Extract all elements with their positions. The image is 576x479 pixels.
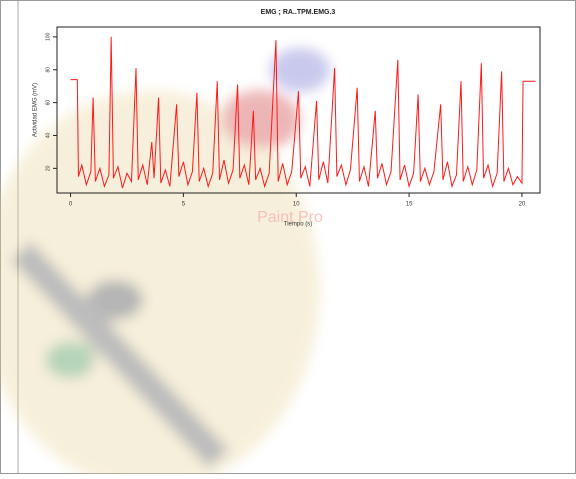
y-tick-label: 80: [45, 67, 51, 73]
y-tick-label: 20: [45, 165, 51, 171]
x-tick-label: 20: [519, 202, 526, 208]
y-axis-label: Actividad EMG (mV): [33, 83, 39, 137]
x-tick-label: 15: [406, 202, 413, 208]
y-tick-label: 100: [45, 32, 51, 41]
screenshot: EMG ; RA..TPM.EMG.3 Tiempo (s) Actividad…: [0, 0, 576, 474]
watermark-text: Paint Pro: [257, 209, 323, 226]
chart-title: EMG ; RA..TPM.EMG.3: [261, 9, 336, 16]
y-tick-label: 40: [45, 132, 51, 138]
y-tick-label: 60: [45, 100, 51, 106]
x-tick-label: 10: [293, 202, 300, 208]
